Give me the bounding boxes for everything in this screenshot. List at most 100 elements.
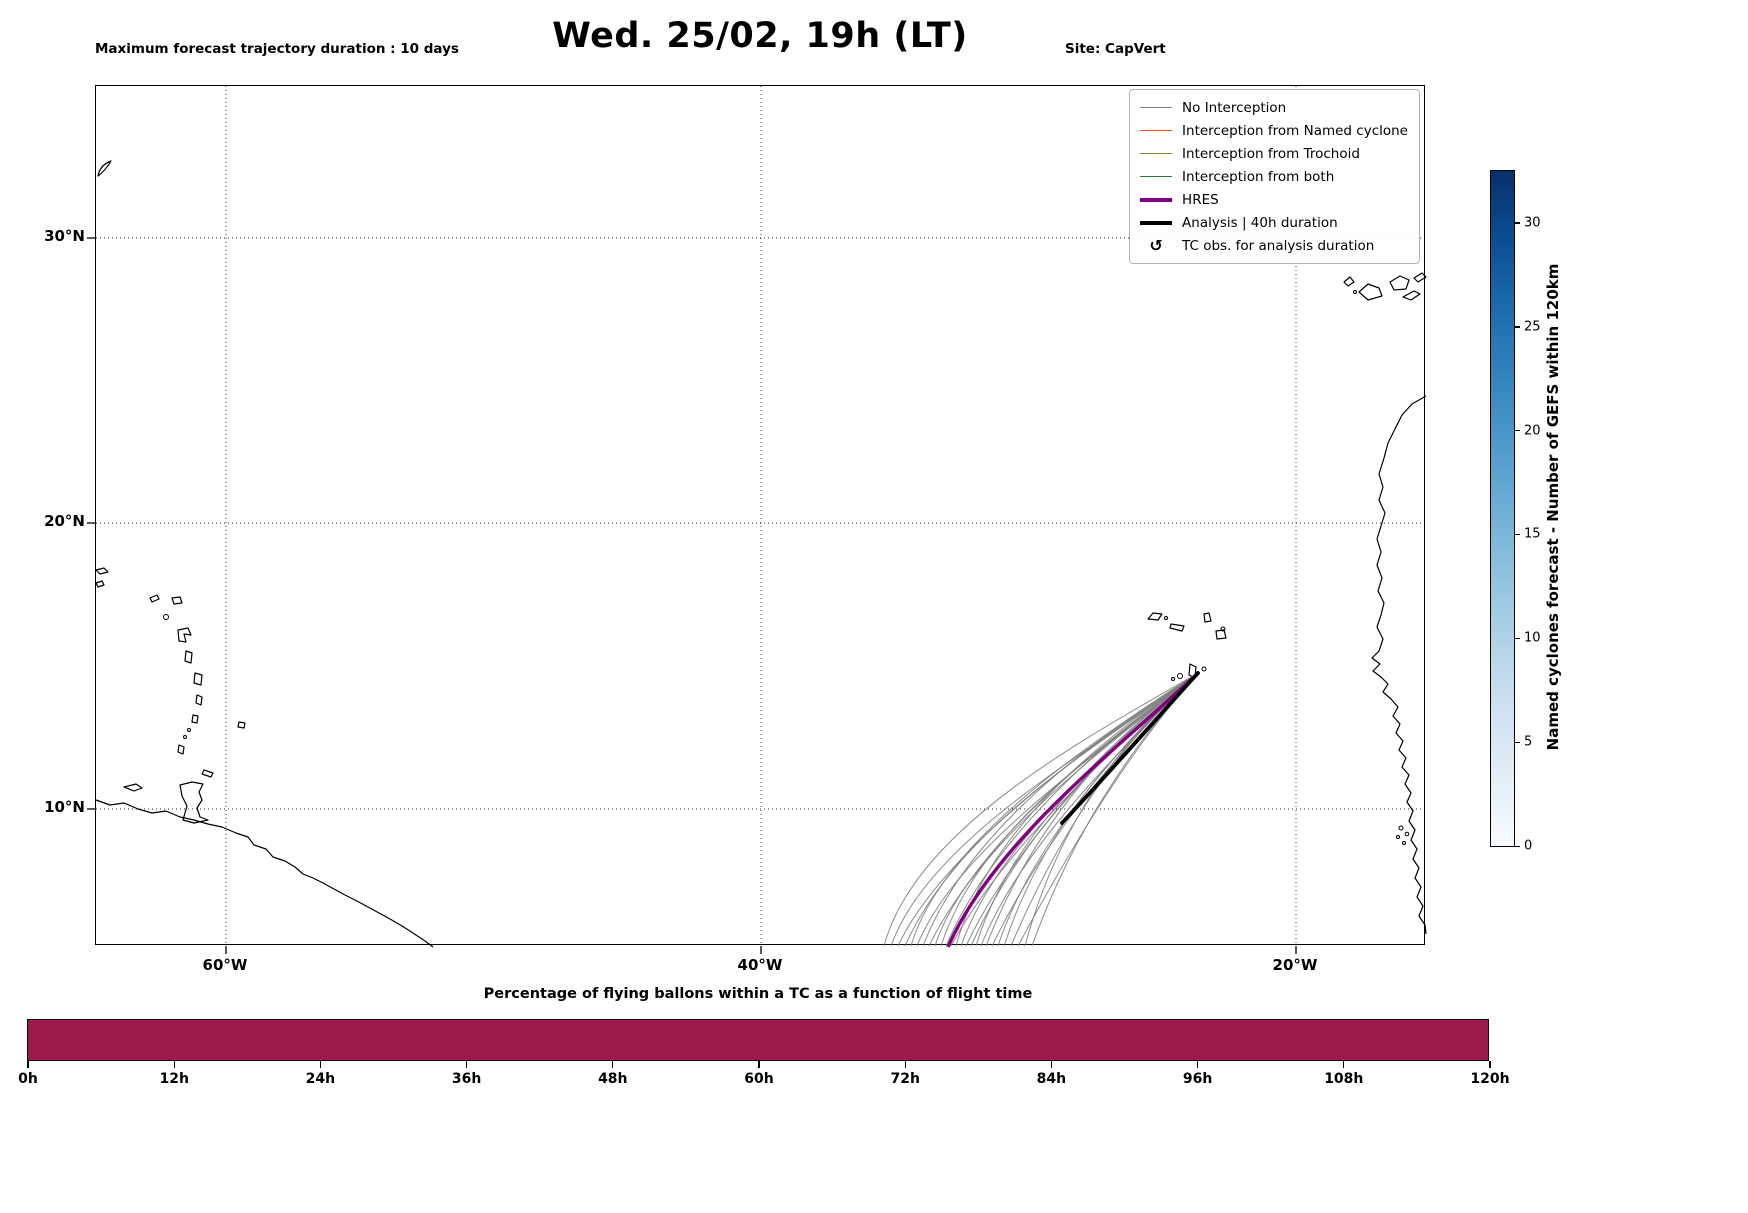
coastline <box>1413 272 1427 283</box>
colorbar-tick <box>1515 326 1520 328</box>
trajectory-no-interception <box>922 672 1199 947</box>
timeline-tick <box>1343 1061 1345 1068</box>
lat-tick-label: 30°N <box>44 227 85 245</box>
timeline-tick <box>319 1061 322 1068</box>
analysis-line-sample <box>1140 220 1173 225</box>
island-dot <box>1402 841 1406 845</box>
colorbar-tick-label: 30 <box>1524 215 1541 231</box>
coastline <box>237 721 246 729</box>
coastline <box>1215 629 1227 640</box>
legend-line <box>1140 152 1173 155</box>
timeline-tick <box>1050 1061 1053 1068</box>
trajectory-no-interception <box>945 672 1199 947</box>
timeline-tick-label: 0h <box>18 1071 38 1087</box>
trajectory-hres <box>946 671 1200 948</box>
colorbar-tick <box>1515 637 1520 640</box>
legend-item-interception-both: Interception from both <box>1140 166 1408 187</box>
island-dot <box>1164 616 1168 620</box>
timeline-tick <box>612 1061 614 1068</box>
coastline <box>1343 276 1355 287</box>
legend-item-no-interception: No Interception <box>1140 97 1408 118</box>
coastline <box>123 783 143 792</box>
legend-line <box>1140 129 1173 132</box>
coastline <box>179 781 209 824</box>
timeline-title: Percentage of flying ballons within a TC… <box>483 986 1033 1002</box>
colorbar-tick <box>1515 741 1520 743</box>
legend-line <box>1140 197 1173 202</box>
coastline <box>1203 612 1212 623</box>
info-site: Site: CapVert <box>1065 41 1166 57</box>
timeline-tick-label: 72h <box>890 1071 920 1087</box>
interception-both-line-sample <box>1140 175 1173 178</box>
colorbar-tick-label: 10 <box>1524 630 1541 646</box>
hres-line-sample <box>1140 197 1173 202</box>
timeline-tick <box>904 1061 906 1068</box>
colorbar: 0 5 10 15 20 25 30 <box>1490 170 1541 854</box>
colorbar-tick <box>1515 533 1520 536</box>
coastline <box>95 567 109 575</box>
timeline-tick <box>758 1061 760 1068</box>
coastline <box>149 594 160 603</box>
coastline <box>1402 290 1421 301</box>
island-dot <box>1201 666 1207 672</box>
legend-item-interception-named-cyclone: Interception from Named cyclone <box>1140 120 1408 141</box>
coastline <box>1358 283 1383 301</box>
coastline <box>1371 395 1427 935</box>
timeline-tick-label: 120h <box>1470 1071 1510 1087</box>
trajectory-no-interception <box>985 672 1199 947</box>
coastline <box>184 650 193 664</box>
legend-label: HRES <box>1182 191 1219 208</box>
param-max-duration: Maximum forecast trajectory duration : 1… <box>95 41 459 57</box>
map-panel: No Interception Interception from Named c… <box>87 85 1427 954</box>
legend-label: Interception from Trochoid <box>1182 145 1360 162</box>
tc-obs-icon: ↺ <box>1149 236 1163 255</box>
trajectory-no-interception <box>965 672 1199 947</box>
lon-tick-label: 60°W <box>202 956 248 974</box>
trajectory-no-interception <box>1003 672 1199 947</box>
island-dot <box>1353 290 1357 294</box>
coastline <box>171 596 183 605</box>
legend-label: No Interception <box>1182 99 1287 116</box>
colorbar-tick-label: 0 <box>1524 838 1533 854</box>
timeline-tick-label: 36h <box>451 1071 482 1087</box>
island-dot <box>1177 673 1183 679</box>
legend-label: Interception from both <box>1182 168 1335 185</box>
legend-item-hres: HRES <box>1140 189 1408 210</box>
trajectory-no-interception <box>991 672 1199 947</box>
timeline-tick-label: 24h <box>305 1071 336 1087</box>
colorbar-tick-label: 5 <box>1524 734 1533 750</box>
coastline <box>193 672 203 686</box>
coastline <box>1147 612 1163 621</box>
timeline-tick-label: 84h <box>1036 1071 1067 1087</box>
colorbar-tick <box>1515 222 1520 224</box>
island-dot <box>1404 831 1410 837</box>
trajectory-no-interception <box>940 672 1199 947</box>
timeline-tick-label: 108h <box>1324 1071 1364 1087</box>
coastline <box>97 160 112 177</box>
legend-line <box>1140 106 1173 109</box>
legend-line <box>1140 175 1173 178</box>
coastline <box>191 714 199 724</box>
trajectory-analysis <box>1060 671 1200 825</box>
timeline-tick <box>466 1061 468 1068</box>
legend-label: TC obs. for analysis duration <box>1182 237 1375 254</box>
timeline-tick <box>1197 1061 1199 1068</box>
coastline <box>95 799 434 948</box>
timeline-tick <box>1489 1061 1491 1068</box>
island-dot <box>163 614 169 620</box>
coastline <box>201 769 214 778</box>
no-interception-line-sample <box>1140 106 1173 109</box>
coastline <box>95 580 105 588</box>
colorbar-axis-label: Named cyclones forecast - Number of GEFS… <box>1544 263 1562 751</box>
island-dot <box>187 728 191 732</box>
legend-item-analysis: Analysis | 40h duration <box>1140 212 1408 233</box>
colorbar-tick-label: 20 <box>1524 423 1541 439</box>
trajectory-no-interception <box>883 672 1199 947</box>
legend-label: Analysis | 40h duration <box>1182 214 1338 231</box>
legend-label: Interception from Named cyclone <box>1182 122 1408 139</box>
timeline-bar: 0h 12h 24h 36h 48h 60h 72h 84h 96h 108h 120h <box>18 1019 1510 1087</box>
timeline-tick-label: 60h <box>744 1071 774 1087</box>
trajectory-no-interception <box>975 672 1199 947</box>
colorbar-tick-label: 25 <box>1524 319 1541 335</box>
